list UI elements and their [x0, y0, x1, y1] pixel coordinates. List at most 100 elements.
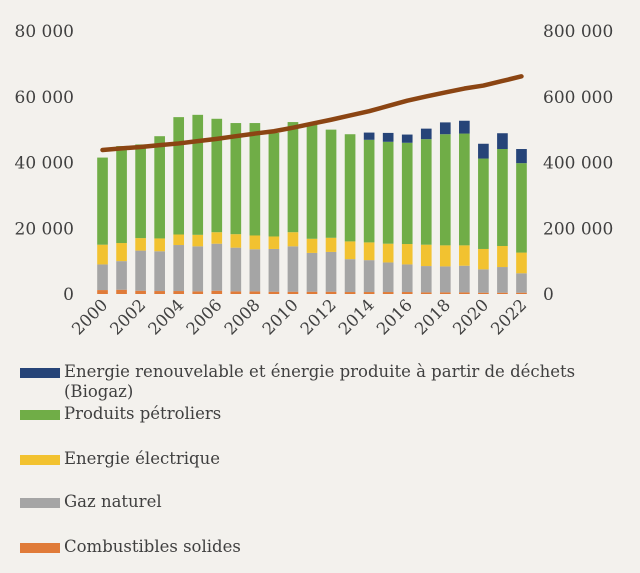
bar-2002-series-3 — [135, 144, 146, 239]
bar-2020-series-1 — [478, 269, 489, 293]
x-tick-label: 2016 — [373, 295, 416, 338]
bar-2007-series-0 — [230, 291, 242, 294]
bar-2018-series-2 — [439, 245, 451, 267]
x-axis: 2000200220042006200820102012201420162018… — [68, 295, 530, 338]
bar-2003-series-3 — [154, 136, 165, 239]
x-tick-label: 2002 — [106, 295, 149, 338]
y2-tick-label: 200 000 — [543, 219, 613, 239]
bars-layer — [97, 114, 527, 294]
bar-2008-series-2 — [249, 235, 261, 250]
bar-2013-series-0 — [344, 292, 356, 294]
bar-2011-series-2 — [306, 238, 318, 253]
legend-label-gaz: Gaz naturel — [64, 492, 162, 511]
bar-2019-series-1 — [459, 265, 470, 293]
bar-2003-series-1 — [154, 251, 165, 292]
bar-2014-series-1 — [363, 260, 375, 293]
chart: 0 20 000 40 000 60 000 80 000 0 200 000 400 00… — [15, 22, 614, 339]
y-tick-label: 80 000 — [15, 22, 74, 42]
bar-2020-series-4 — [478, 143, 489, 159]
x-tick-label: 2006 — [182, 295, 225, 338]
x-tick-label: 2020 — [449, 295, 492, 338]
bar-2017-series-2 — [420, 244, 432, 267]
bar-2018-series-3 — [439, 134, 451, 246]
bar-2002-series-0 — [135, 290, 146, 294]
bar-2001-series-1 — [116, 261, 127, 290]
bar-2001-series-2 — [116, 243, 127, 262]
bar-2003-series-2 — [154, 238, 165, 252]
x-tick-label: 2008 — [221, 295, 264, 338]
bar-2001-series-3 — [116, 146, 127, 244]
bar-2012-series-0 — [325, 291, 337, 294]
y-tick-label: 0 — [63, 285, 74, 305]
bar-2008-series-3 — [249, 123, 261, 236]
bar-2021-series-3 — [497, 149, 508, 246]
bar-2013-series-2 — [344, 241, 356, 260]
bar-2021-series-0 — [497, 292, 508, 294]
bar-2020-series-3 — [478, 158, 489, 249]
bar-2008-series-0 — [249, 291, 261, 294]
bar-2002-series-2 — [135, 238, 146, 251]
bar-2000-series-1 — [97, 264, 108, 291]
bar-2005-series-1 — [192, 246, 204, 292]
bar-2008-series-1 — [249, 249, 261, 292]
legend-swatch-petroliers — [20, 410, 60, 420]
bar-2007-series-3 — [230, 123, 242, 235]
bar-2009-series-0 — [268, 291, 280, 294]
bar-2015-series-1 — [382, 262, 394, 293]
y2-tick-label: 800 000 — [543, 22, 613, 42]
bar-2017-series-3 — [420, 139, 432, 245]
bar-2015-series-0 — [382, 292, 394, 294]
bar-2017-series-0 — [420, 292, 432, 294]
legend-swatch-electrique — [20, 455, 60, 465]
bar-2018-series-4 — [439, 122, 451, 135]
legend-swatch-solides — [20, 543, 60, 553]
bar-2004-series-3 — [173, 117, 185, 235]
y-axis-right: 0 200 000 400 000 600 000 800 000 — [543, 22, 613, 305]
bar-2012-series-2 — [325, 237, 337, 252]
y2-tick-label: 400 000 — [543, 154, 613, 174]
bar-2005-series-3 — [192, 114, 204, 235]
bar-2006-series-2 — [211, 232, 223, 244]
y2-tick-label: 0 — [543, 285, 554, 305]
bar-2018-series-1 — [439, 266, 451, 293]
bar-2011-series-0 — [306, 291, 318, 294]
y-tick-label: 60 000 — [15, 88, 74, 108]
bar-2005-series-2 — [192, 234, 204, 247]
legend-swatch-gaz — [20, 498, 60, 508]
bar-2010-series-2 — [287, 232, 299, 247]
bar-2012-series-3 — [325, 129, 337, 238]
bar-2016-series-3 — [401, 142, 413, 245]
bar-2005-series-0 — [192, 291, 204, 294]
bar-2000-series-3 — [97, 157, 108, 245]
bar-2020-series-0 — [478, 292, 489, 294]
bar-2019-series-4 — [459, 120, 470, 134]
x-tick-label: 2014 — [335, 295, 378, 338]
bar-2004-series-1 — [173, 245, 185, 292]
y-tick-label: 20 000 — [15, 219, 74, 239]
total-line — [100, 74, 524, 153]
bar-2018-series-0 — [439, 292, 451, 294]
bar-2002-series-1 — [135, 250, 146, 291]
bar-2006-series-1 — [211, 243, 223, 291]
bar-2022-series-3 — [516, 163, 527, 253]
bar-2019-series-0 — [459, 292, 470, 294]
line-layer — [100, 74, 524, 153]
bar-2012-series-1 — [325, 251, 337, 292]
bar-2021-series-2 — [497, 246, 508, 268]
bar-2010-series-3 — [287, 122, 299, 233]
bar-2021-series-1 — [497, 267, 508, 293]
bar-2001-series-0 — [116, 289, 127, 294]
legend-swatch-biogaz — [20, 368, 60, 378]
bar-2013-series-3 — [344, 134, 356, 242]
legend-label-biogaz: Energie renouvelable et énergie produite… — [64, 362, 576, 401]
legend-label-electrique: Energie électrique — [64, 449, 220, 468]
x-tick-label: 2012 — [297, 295, 340, 338]
bar-2011-series-1 — [306, 252, 318, 292]
bar-2015-series-2 — [382, 243, 394, 263]
bar-2013-series-1 — [344, 259, 356, 293]
bar-2007-series-1 — [230, 247, 242, 292]
y-axis-left: 0 20 000 40 000 60 000 80 000 — [15, 22, 74, 305]
bar-2017-series-1 — [420, 266, 432, 293]
y-tick-label: 40 000 — [15, 154, 74, 174]
bar-2009-series-1 — [268, 248, 280, 292]
